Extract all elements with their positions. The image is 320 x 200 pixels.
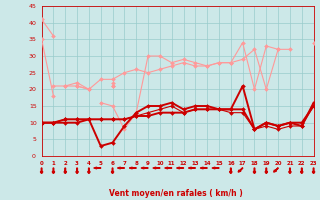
- Text: 0: 0: [32, 154, 36, 158]
- Text: Vent moyen/en rafales ( km/h ): Vent moyen/en rafales ( km/h ): [109, 189, 243, 198]
